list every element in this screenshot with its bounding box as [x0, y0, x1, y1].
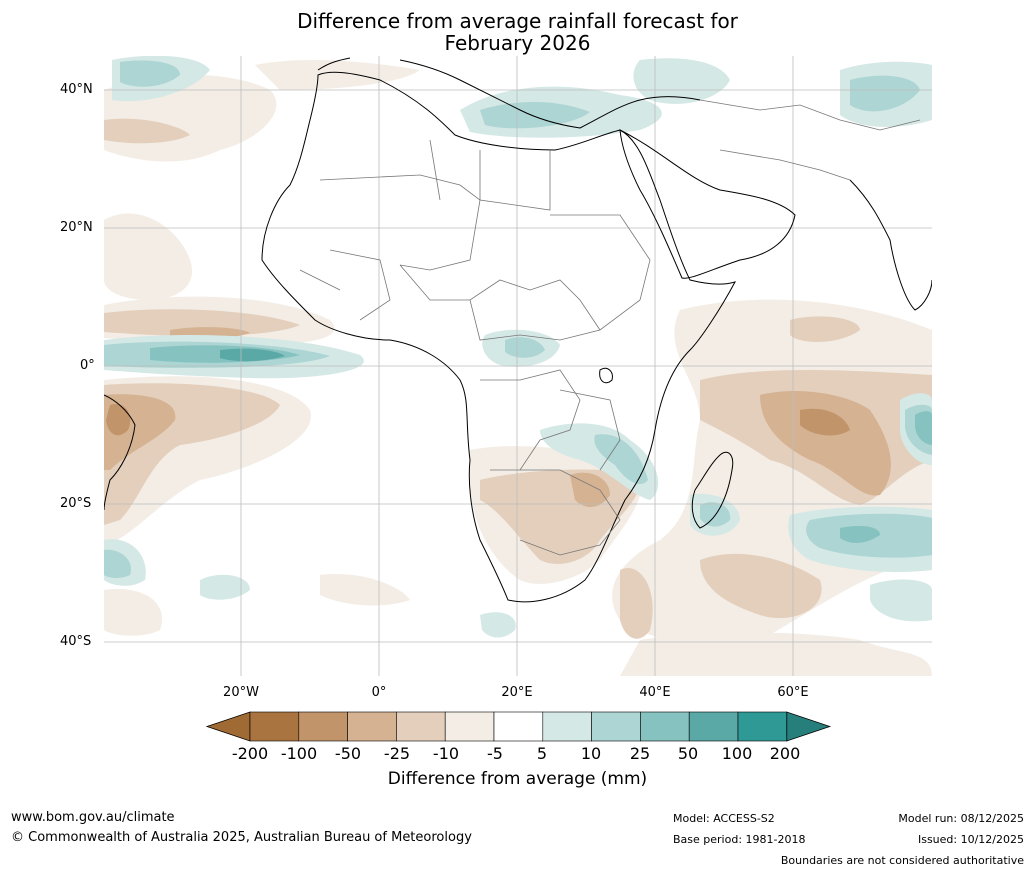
- lat-label-20n: 20°N: [60, 220, 93, 235]
- colorbar-bin: [688, 711, 739, 742]
- colorbar-bin: [640, 711, 690, 742]
- website-link[interactable]: www.bom.gov.au/climate: [11, 810, 175, 825]
- anomaly-very-wet-regions: [220, 348, 285, 362]
- india-coastline: [849, 179, 932, 311]
- map-title-line1: Difference from average rainfall forecas…: [297, 9, 738, 33]
- country-borders: [299, 99, 921, 556]
- colorbar-tick: -50: [334, 744, 362, 763]
- colorbar-tick: 50: [677, 744, 699, 763]
- colorbar-bin: [737, 711, 788, 742]
- south-america-coastline: [104, 394, 136, 511]
- lat-label-40s: 40°S: [60, 634, 92, 649]
- colorbar: [205, 711, 832, 742]
- colorbar-tick: 100: [721, 744, 753, 763]
- europe-coastline: [317, 57, 701, 129]
- anomaly-very-dry-regions: [106, 404, 850, 436]
- colorbar-bin: [591, 711, 641, 742]
- colorbar-bin: [444, 711, 495, 742]
- boundaries-disclaimer: Boundaries are not considered authoritat…: [780, 854, 1024, 867]
- issued-date: Issued: 10/12/2025: [917, 833, 1024, 846]
- lat-label-equator: 0°: [80, 358, 95, 373]
- lon-label-20e: 20°E: [501, 685, 533, 700]
- colorbar-high-extend: [786, 711, 832, 742]
- colorbar-tick: 200: [769, 744, 801, 763]
- coastlines: [104, 57, 932, 603]
- lon-label-40e: 40°E: [639, 685, 671, 700]
- colorbar-bin: [542, 711, 592, 742]
- lake-victoria: [599, 367, 613, 384]
- map-title: Difference from average rainfall forecas…: [0, 10, 1035, 54]
- graticule: [104, 56, 932, 676]
- colorbar-tick: 10: [580, 744, 602, 763]
- map-title-line2: February 2026: [444, 31, 591, 55]
- colorbar-bin: [493, 711, 544, 742]
- lon-label-0: 0°: [371, 685, 387, 700]
- colorbar-bin: [298, 711, 348, 742]
- model-name: Model: ACCESS-S2: [673, 812, 775, 825]
- lat-label-40n: 40°N: [60, 82, 93, 97]
- colorbar-tick: -25: [383, 744, 411, 763]
- colorbar-title: Difference from average (mm): [387, 769, 648, 789]
- copyright-text: © Commonwealth of Australia 2025, Austra…: [11, 830, 472, 845]
- lon-label-20w: 20°W: [223, 685, 259, 700]
- lon-label-60e: 60°E: [777, 685, 809, 700]
- colorbar-tick: -10: [432, 744, 460, 763]
- lat-label-20s: 20°S: [60, 496, 92, 511]
- base-period: Base period: 1981-2018: [673, 833, 806, 846]
- colorbar-tick: 25: [629, 744, 651, 763]
- africa-coastline: [261, 71, 737, 603]
- arabia-coastline: [619, 129, 796, 279]
- colorbar-bin: [249, 711, 300, 742]
- madagascar-coastline: [691, 451, 734, 529]
- colorbar-tick: 5: [536, 744, 548, 763]
- colorbar-tick: -100: [280, 744, 318, 763]
- model-run-date: Model run: 08/12/2025: [898, 812, 1024, 825]
- colorbar-low-extend: [205, 711, 251, 742]
- colorbar-tick: -5: [487, 744, 503, 763]
- colorbar-bin: [396, 711, 446, 742]
- colorbar-tick: -200: [231, 744, 269, 763]
- map-area: [104, 56, 932, 676]
- colorbar-bin: [347, 711, 397, 742]
